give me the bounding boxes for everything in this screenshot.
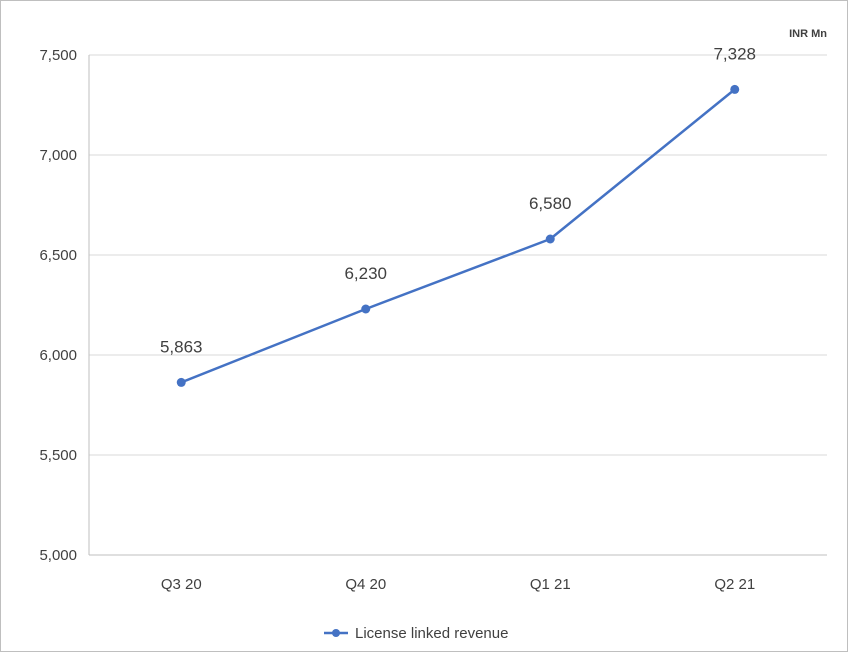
data-point[interactable] bbox=[730, 84, 740, 94]
y-tick-label: 7,000 bbox=[39, 147, 77, 164]
y-axis-tick-labels: 5,000 5,500 6,000 6,500 7,000 7,500 bbox=[39, 47, 77, 564]
unit-label: INR Mn bbox=[789, 28, 827, 40]
x-axis-tick-labels: Q3 20 Q4 20 Q1 21 Q2 21 bbox=[161, 576, 755, 593]
x-tick-label: Q3 20 bbox=[161, 576, 202, 593]
y-tick-label: 6,500 bbox=[39, 247, 77, 264]
data-label: 7,328 bbox=[713, 44, 756, 63]
data-point[interactable] bbox=[361, 304, 371, 314]
data-labels: 5,863 6,230 6,580 7,328 bbox=[160, 44, 756, 356]
y-tick-label: 5,500 bbox=[39, 447, 77, 464]
data-point[interactable] bbox=[176, 377, 186, 387]
legend-label-license-linked-revenue: License linked revenue bbox=[355, 625, 508, 642]
data-point[interactable] bbox=[545, 234, 555, 244]
axes bbox=[88, 55, 827, 556]
legend[interactable]: License linked revenue bbox=[324, 625, 508, 642]
data-label: 5,863 bbox=[160, 337, 203, 356]
x-tick-label: Q2 21 bbox=[714, 576, 755, 593]
data-label: 6,580 bbox=[529, 194, 572, 213]
y-tick-label: 6,000 bbox=[39, 347, 77, 364]
data-points bbox=[176, 84, 740, 387]
series-line-license-linked-revenue bbox=[180, 88, 736, 384]
y-tick-label: 7,500 bbox=[39, 47, 77, 64]
y-tick-label: 5,000 bbox=[39, 547, 77, 564]
series-lines bbox=[180, 88, 736, 384]
x-tick-label: Q4 20 bbox=[345, 576, 386, 593]
data-label: 6,230 bbox=[344, 264, 387, 283]
legend-point-marker bbox=[332, 629, 340, 637]
x-tick-label: Q1 21 bbox=[530, 576, 571, 593]
gridlines bbox=[89, 54, 827, 456]
